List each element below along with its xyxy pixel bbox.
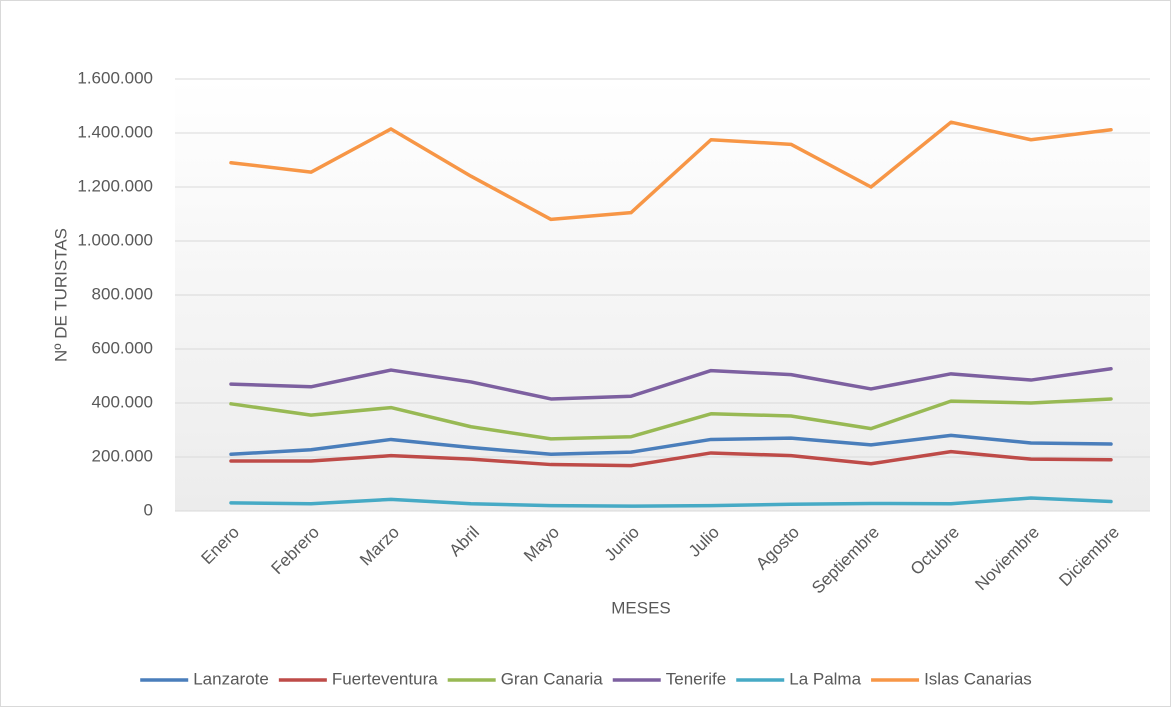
x-axis-title: MESES xyxy=(611,598,671,617)
y-tick-label: 1.400.000 xyxy=(77,122,153,141)
y-tick-label: 200.000 xyxy=(92,446,153,465)
series-line xyxy=(229,449,1113,468)
y-tick-label: 600.000 xyxy=(92,338,153,357)
legend-label: Gran Canaria xyxy=(501,669,604,688)
legend-label: Fuerteventura xyxy=(332,669,438,688)
y-tick-label: 1.200.000 xyxy=(77,176,153,195)
y-tick-label: 800.000 xyxy=(92,284,153,303)
series-line xyxy=(229,366,1113,401)
y-tick-label: 0 xyxy=(144,500,153,519)
y-tick-label: 400.000 xyxy=(92,392,153,411)
y-tick-label: 1.000.000 xyxy=(77,230,153,249)
series-line xyxy=(229,120,1113,222)
legend-label: Lanzarote xyxy=(193,669,269,688)
y-tick-label: 1.600.000 xyxy=(77,68,153,87)
series-line xyxy=(229,397,1113,441)
series-line xyxy=(229,433,1113,457)
legend-label: La Palma xyxy=(789,669,861,688)
legend-label: Islas Canarias xyxy=(924,669,1032,688)
series-line xyxy=(229,496,1113,508)
legend-label: Tenerife xyxy=(666,669,726,688)
y-axis-title: Nº DE TURISTAS xyxy=(51,228,70,362)
